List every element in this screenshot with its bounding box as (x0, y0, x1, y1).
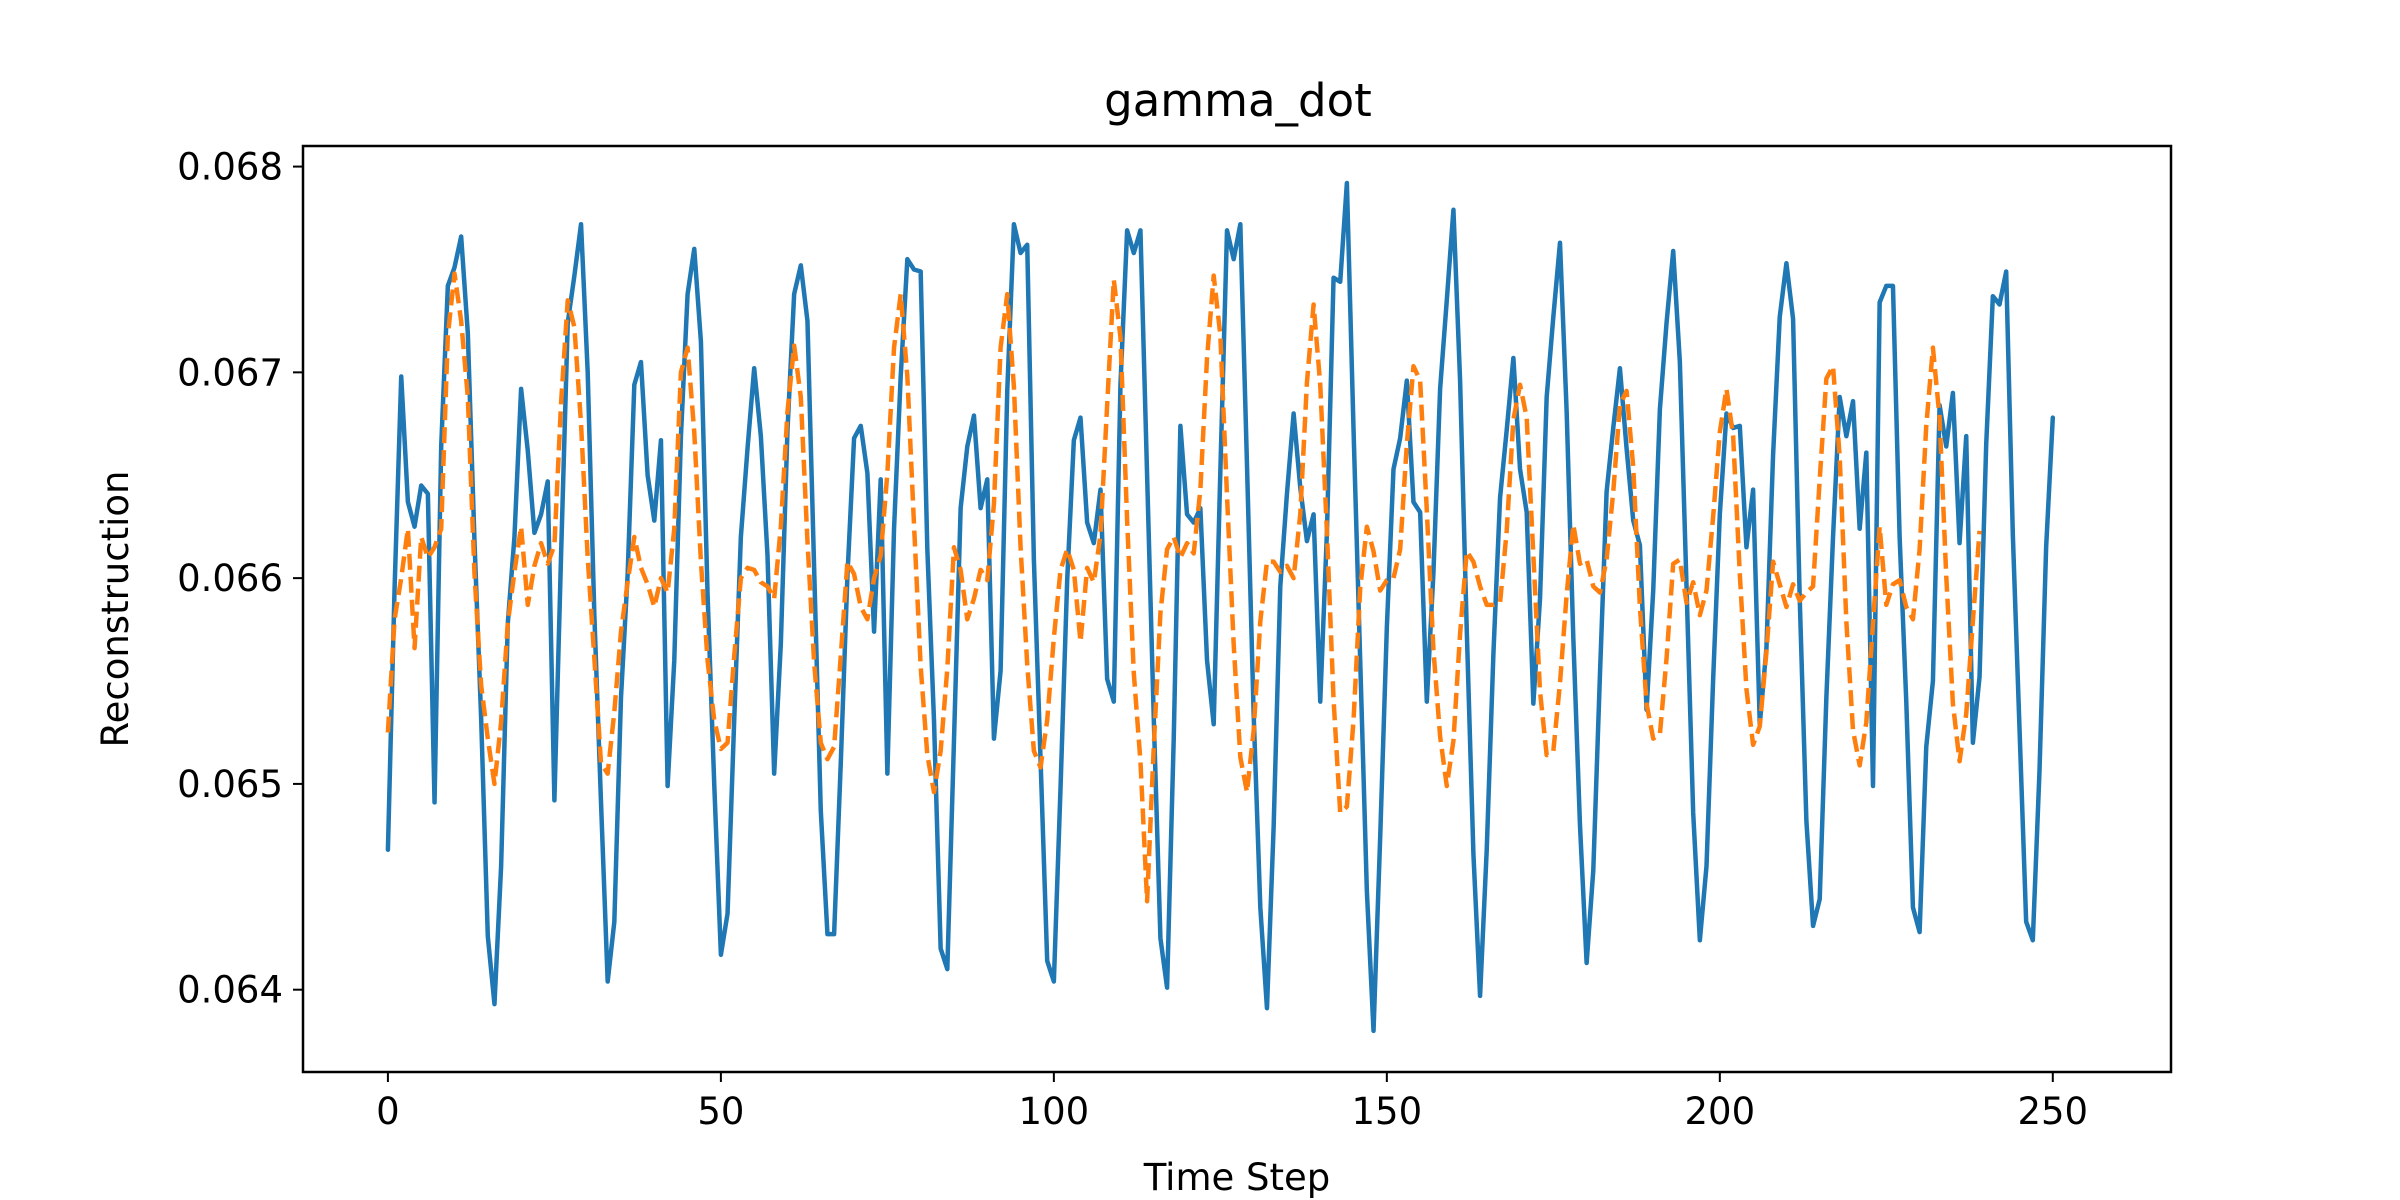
y-axis: 0.064 0.065 0.066 0.067 0.068 (177, 146, 303, 1012)
x-tick-label: 250 (2017, 1090, 2088, 1133)
x-tick-label: 100 (1019, 1090, 1090, 1133)
series-group (385, 180, 2056, 1034)
x-axis-label: Time Step (1143, 1156, 1331, 1199)
x-tick-label: 50 (697, 1090, 744, 1133)
x-axis: 0 50 100 150 200 250 (376, 1072, 2088, 1133)
y-axis-label: Reconstruction (94, 471, 137, 748)
y-tick-label: 0.064 (177, 969, 283, 1012)
series-line-2 (385, 271, 1982, 904)
chart-title: gamma_dot (1104, 74, 1372, 127)
plot-area (301, 144, 2173, 1074)
y-tick-label: 0.066 (177, 557, 283, 600)
x-tick-label: 200 (1685, 1090, 1756, 1133)
y-tick-label: 0.068 (177, 146, 283, 189)
axes-frame (301, 144, 2173, 1074)
y-tick-label: 0.065 (177, 763, 283, 806)
x-tick-label: 0 (376, 1090, 400, 1133)
x-tick-label: 150 (1352, 1090, 1423, 1133)
y-tick-label: 0.067 (177, 351, 283, 394)
series-line-1 (385, 180, 2056, 1034)
